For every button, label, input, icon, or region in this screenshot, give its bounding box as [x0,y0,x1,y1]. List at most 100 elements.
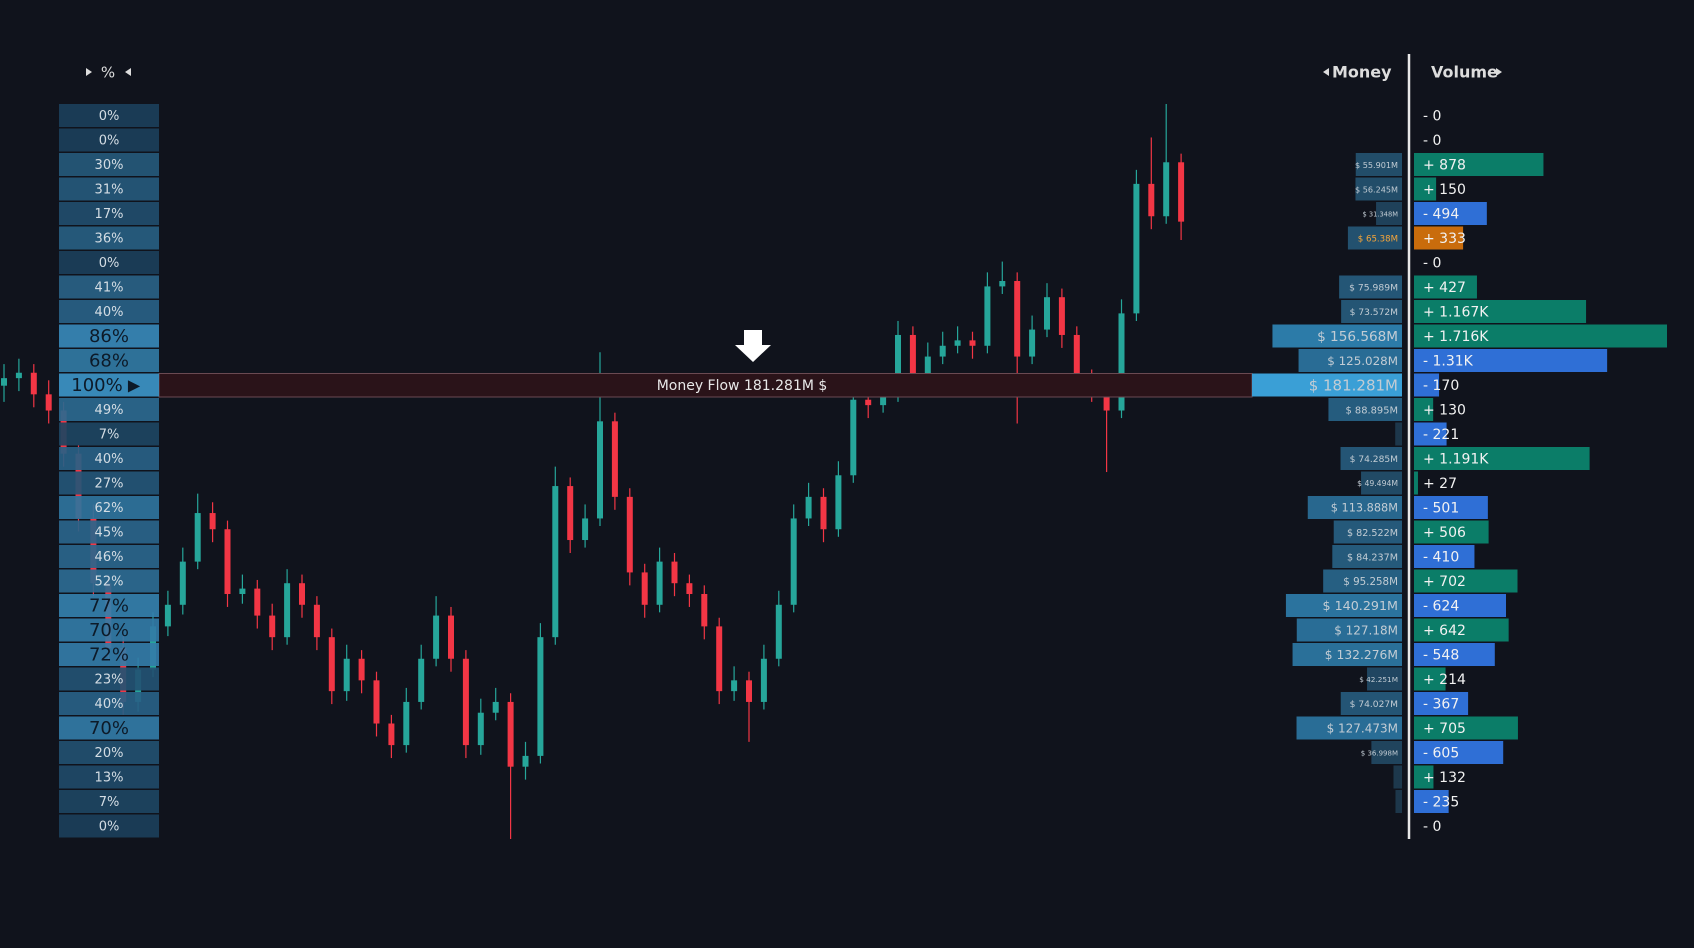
volume-bar [1414,520,1489,544]
candle-body [582,518,589,541]
percent-cell [59,324,159,348]
money-label: $ 36.998M [1361,749,1398,757]
percent-label: 0% [99,133,120,148]
candle-body [1073,334,1080,379]
percent-label: 13% [95,770,124,785]
percent-label: 86% [89,326,129,347]
volume-label: + 1.716K [1423,329,1489,345]
money-bar [1333,520,1402,544]
volume-bar [1414,349,1608,372]
volume-label: + 506 [1423,525,1466,541]
percent-label: 72% [89,644,129,665]
candle-body [760,658,767,702]
candle-body [865,399,872,406]
volume-bar [1414,594,1506,617]
percent-cell [59,373,159,397]
percent-cell [59,128,159,152]
candle-body [1014,281,1021,357]
arrow-icon [1323,68,1329,76]
volume-bar [1414,569,1518,593]
money-bar [1298,349,1402,372]
percent-cell [59,594,159,617]
volume-label: - 221 [1423,427,1459,443]
volume-label: + 333 [1423,231,1466,247]
candle-body [1163,162,1170,217]
down-arrow [735,330,771,362]
money-column: $ 55.901M $ 56.245M $ 31.348M $ 65.38M $ 75.… [1252,153,1402,813]
money-header: Money [1332,63,1392,82]
money-label: $ 73.572M [1350,308,1398,318]
candle-body [731,680,738,692]
volume-label: - 624 [1423,598,1459,614]
candle-body [358,658,365,681]
candle-body [701,594,708,627]
percent-label: 17% [95,207,124,222]
money-bar [1296,716,1402,740]
money-label: $ 42.251M [1359,675,1398,684]
candle-body [999,281,1006,287]
percent-cell [59,667,159,691]
money-label: $ 140.291M [1322,598,1398,613]
volume-label: - 367 [1423,696,1459,712]
volume-bar [1414,275,1477,299]
percent-label: 40% [95,452,124,467]
volume-bar [1414,716,1518,740]
percent-column: 0% 0% 30% 31% 17% 36% 0% 41% 40% 86% 68% 100% 49% 7% 4… [59,104,159,838]
percent-cell [59,716,159,740]
volume-bar [1414,765,1434,789]
candle-body [641,572,648,605]
money-label: $ 156.568M [1317,329,1398,345]
candle-body [880,394,887,406]
percent-cell [59,226,159,250]
money-bar [1296,618,1402,642]
percent-label: 20% [95,746,124,761]
money-label: $ 56.245M [1355,184,1398,194]
volume-label: - 0 [1423,819,1441,835]
volume-label: + 1.191K [1423,451,1489,467]
candle-body [343,658,350,692]
percent-cell [59,202,159,225]
volume-label: + 214 [1423,672,1466,688]
percent-cell [59,153,159,176]
money-label: $ 55.901M [1355,160,1398,170]
money-bar [1347,226,1402,250]
volume-label: + 27 [1423,476,1457,492]
candle-body [433,615,440,659]
candle-body [1118,313,1125,411]
money-flow-label: Money Flow 181.281M $ [657,378,828,394]
percent-label: 70% [89,718,129,739]
money-label: $ 88.895M [1346,405,1399,416]
money-bar [1292,643,1402,666]
volume-label: - 494 [1423,206,1459,222]
percent-label: 7% [99,427,120,442]
candle-body [209,513,216,530]
candle-body [492,701,499,713]
candle-body [597,421,603,519]
candle-body [954,340,961,346]
money-bar [1323,569,1402,593]
money-label: $ 49.494M [1357,479,1398,488]
money-bar [1252,373,1402,397]
percent-cell [59,398,159,421]
candle-body [895,334,901,395]
percent-cell [59,275,159,299]
money-bar [1395,422,1402,446]
percent-label: 40% [95,305,124,320]
money-bar [1367,667,1402,691]
percent-label: 27% [95,476,124,491]
volume-bar [1414,643,1495,666]
money-bar [1328,398,1402,421]
candle-body [522,755,529,767]
candle-body [746,680,752,702]
candle-body [328,637,335,692]
volume-label: - 548 [1423,647,1459,663]
percent-cell [59,692,159,715]
percent-cell [59,471,159,495]
candle-body [611,421,618,497]
volume-label: + 702 [1423,574,1466,590]
percent-cell [59,741,159,764]
candle-body [269,615,276,638]
percent-cell [59,520,159,544]
